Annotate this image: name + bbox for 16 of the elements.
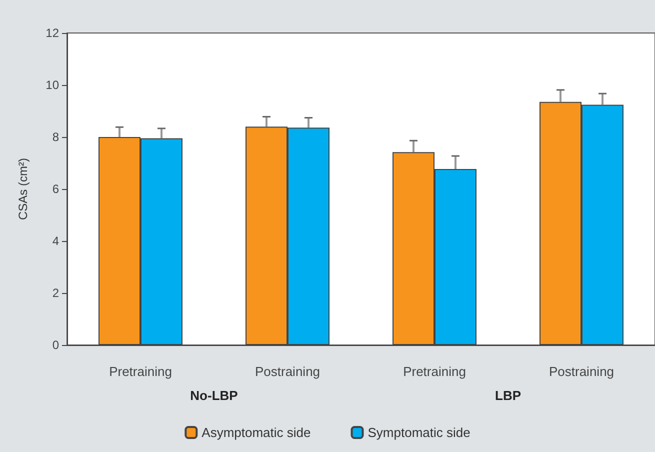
x-tick-label: Postraining — [254, 364, 320, 379]
y-tick-label: 2 — [52, 286, 60, 300]
y-tick-label: 6 — [52, 182, 60, 196]
y-axis-title: CSAs (cm²) — [16, 158, 30, 220]
legend-label: Asymptomatic side — [202, 425, 311, 440]
y-tick-label: 0 — [52, 338, 60, 352]
x-tick-label: Pretraining — [403, 364, 466, 379]
y-tick-label: 8 — [52, 130, 60, 144]
x-tick-label: Pretraining — [109, 364, 172, 379]
y-tick-label: 12 — [46, 26, 60, 40]
text: LBP — [495, 388, 522, 403]
y-tick-label: 10 — [46, 78, 60, 92]
y-tick-label: 4 — [52, 234, 60, 248]
x-tick-label: Postraining — [548, 364, 614, 379]
legend-label: Symptomatic side — [368, 425, 470, 440]
text: No-LBP — [190, 388, 238, 403]
